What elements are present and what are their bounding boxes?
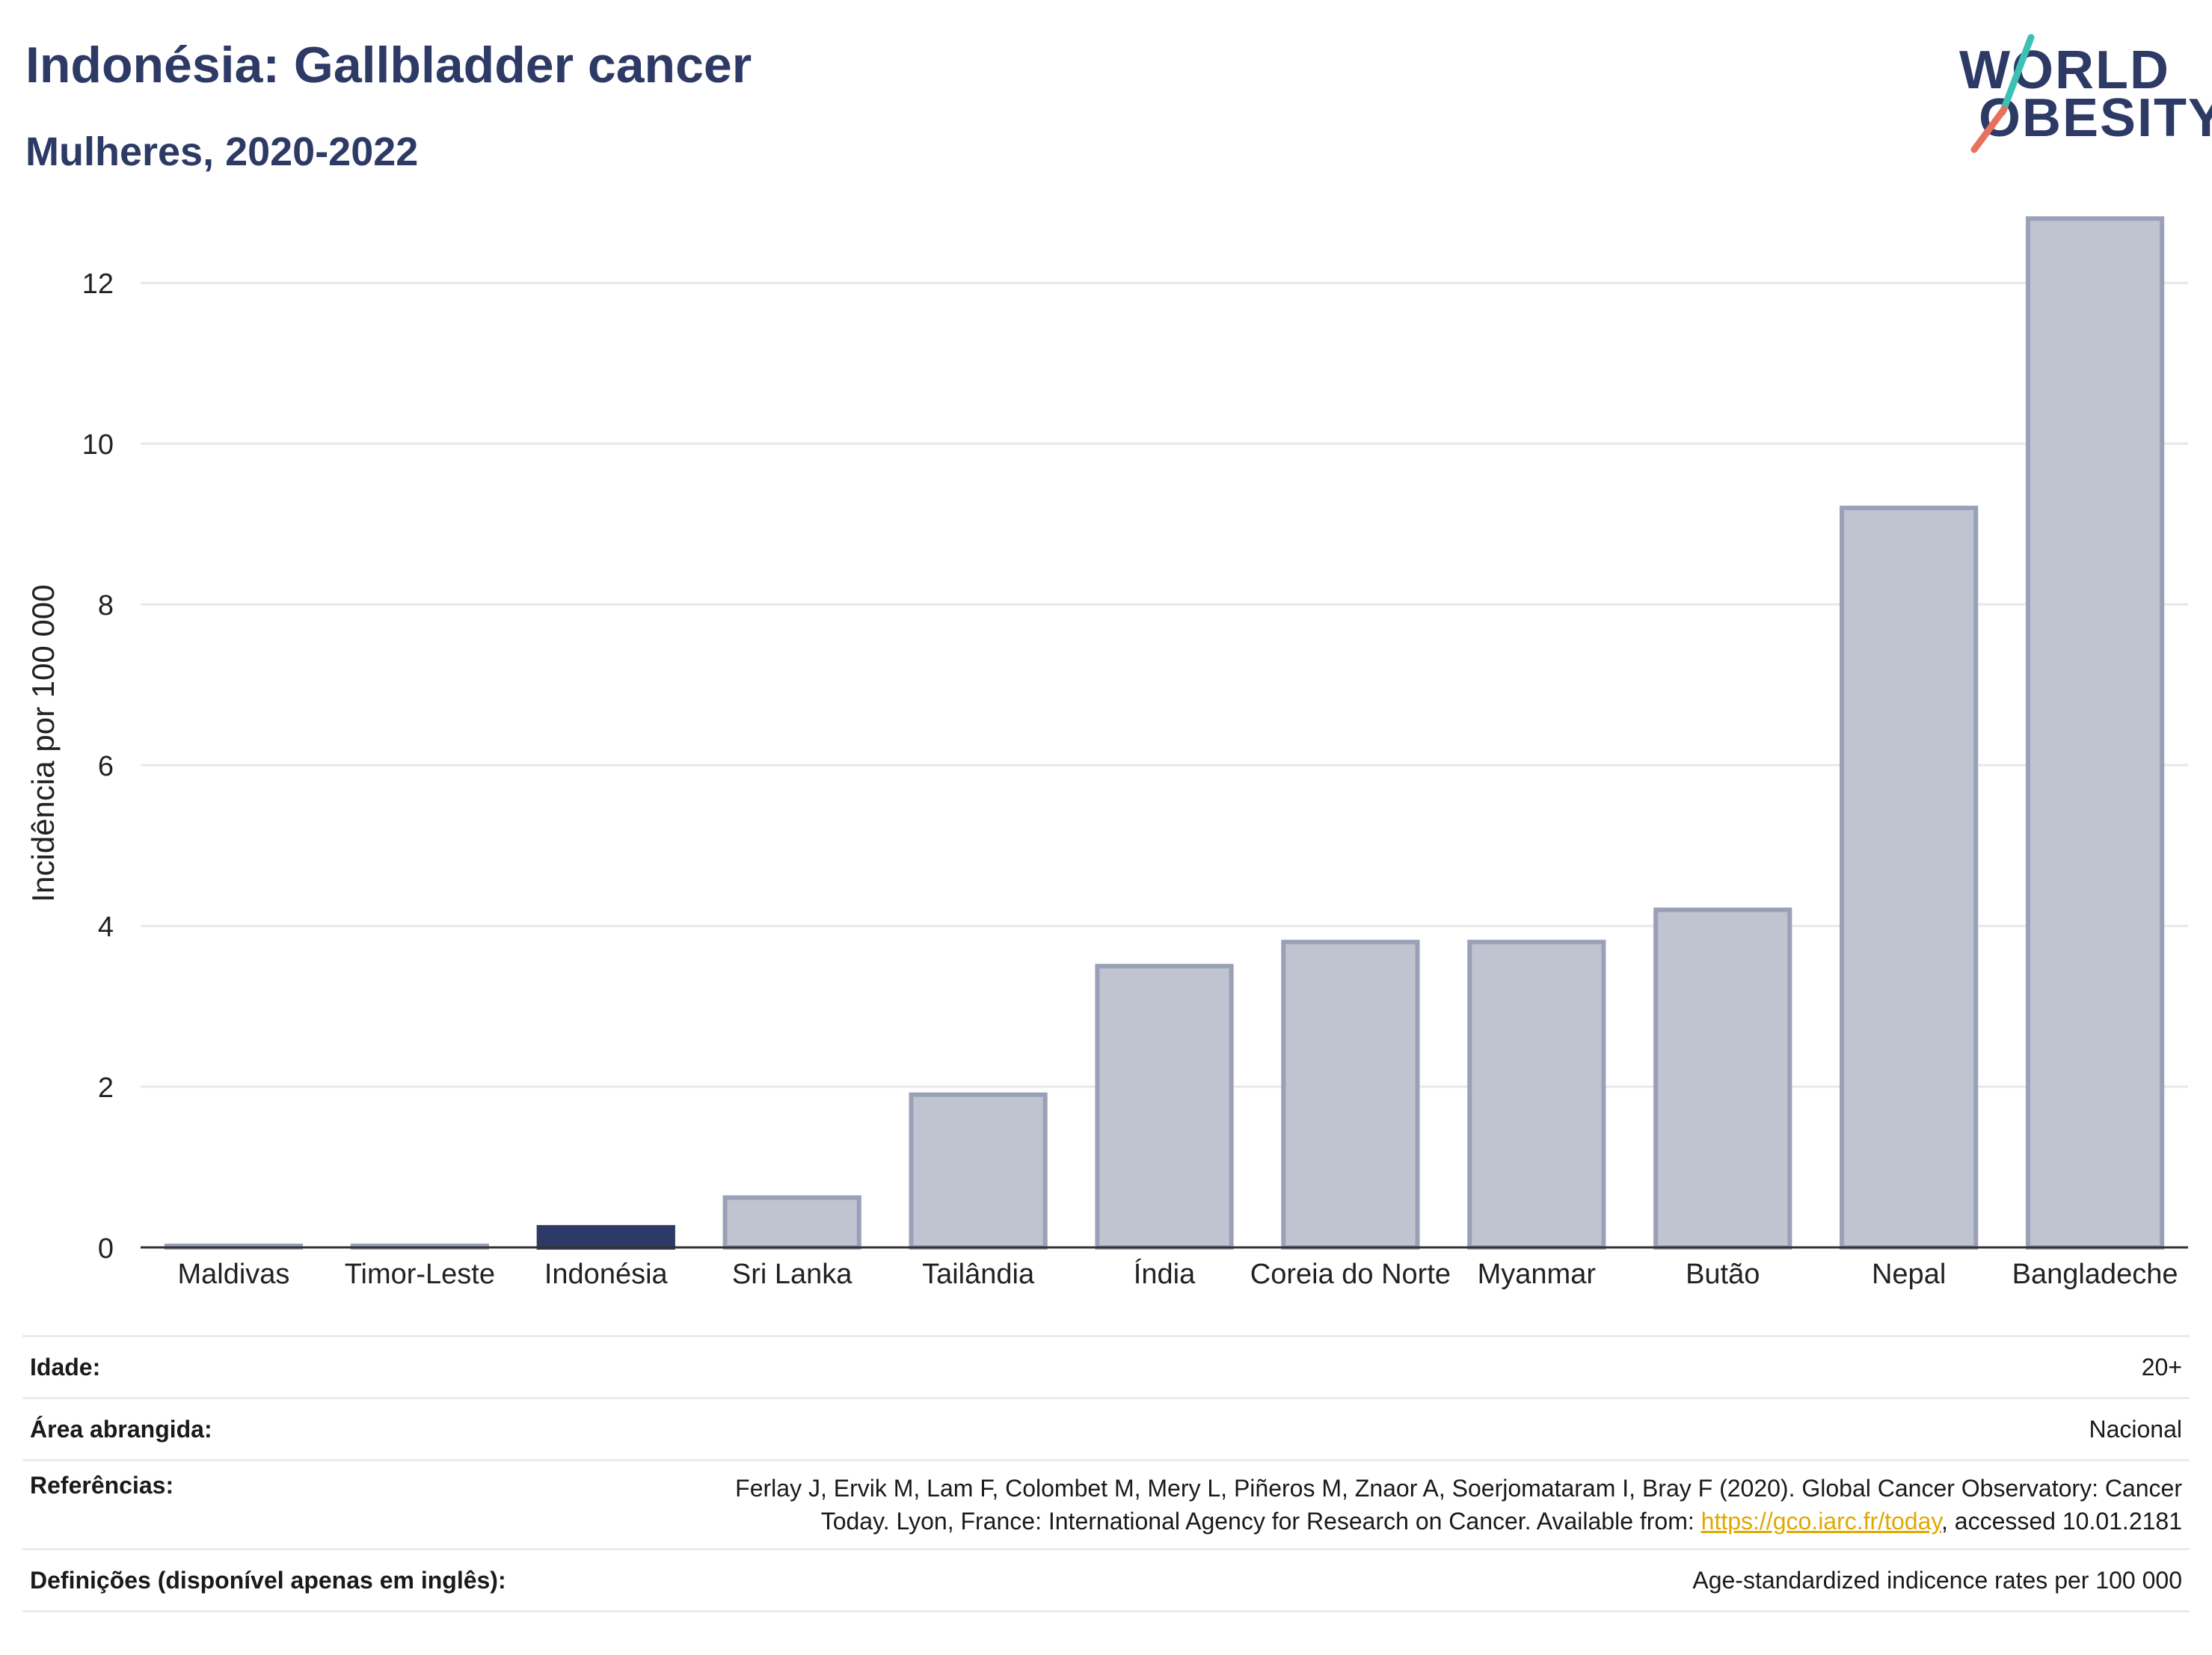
info-row-age: Idade: 20+ [22,1335,2190,1399]
x-tick-label: Sri Lanka [732,1259,852,1290]
chart-subtitle: Mulheres, 2020-2022 [25,129,419,174]
x-tick-label: Nepal [1872,1259,1946,1290]
logo-line-1: WORLD [1959,40,2170,100]
reference-line-2: Today. Lyon, France: International Agenc… [575,1505,2182,1538]
reference-link[interactable]: https://gco.iarc.fr/today [1701,1508,1941,1535]
y-axis-label: Incidência por 100 000 [25,585,61,903]
x-tick-label: Tailândia [922,1259,1035,1290]
y-tick-label: 12 [82,268,114,300]
bar-Índia [1095,963,1234,1250]
info-value-references: Ferlay J, Ervik M, Lam F, Colombet M, Me… [567,1459,2190,1550]
bar-chart: 0 2 4 6 8 10 12 Maldivas Timor-Leste Indonésia Sri… [25,216,2188,1290]
bar-Coreia do Norte [1281,939,1420,1250]
bar-Tailândia [909,1092,1048,1250]
bar-Myanmar [1467,939,1606,1250]
x-tick-label: Indonésia [544,1259,669,1290]
info-row-definitions: Definições (disponível apenas em inglês)… [22,1548,2190,1612]
reference-line-1: Ferlay J, Ervik M, Lam F, Colombet M, Me… [735,1475,2182,1502]
info-value-definitions: Age-standardized indicence rates per 100… [567,1548,2190,1612]
bars [164,216,2165,1250]
x-tick-label: Timor-Leste [345,1259,495,1290]
x-tick-label: Coreia do Norte [1250,1259,1451,1290]
labels: 0 2 4 6 8 10 12 Maldivas Timor-Leste Indonésia Sri… [25,268,2178,1290]
info-label-age: Idade: [22,1335,568,1399]
bar-Indonésia [536,1225,675,1250]
logo-line-2: OBESITY [1979,88,2212,148]
info-row-references: Referências: Ferlay J, Ervik M, Lam F, C… [22,1459,2190,1550]
info-value-area: Nacional [567,1397,2190,1461]
y-tick-label: 10 [82,429,114,461]
info-label-definitions: Definições (disponível apenas em inglês)… [22,1548,568,1612]
info-label-area: Área abrangida: [22,1397,568,1461]
bar-Butão [1653,907,1792,1250]
x-tick-label: Índia [1134,1258,1196,1290]
y-tick-label: 6 [98,751,114,782]
world-obesity-logo: WORLD OBESITY [1944,30,2212,161]
y-tick-label: 2 [98,1072,114,1104]
x-tick-label: Bangladeche [2012,1259,2178,1290]
info-row-area: Área abrangida: Nacional [22,1397,2190,1461]
info-value-age: 20+ [567,1335,2190,1399]
chart-title: Indonésia: Gallbladder cancer [25,37,752,93]
logo-slash-icon [1970,34,2035,153]
bar-Bangladeche [2025,216,2165,1250]
x-tick-label: Myanmar [1478,1259,1597,1290]
x-tick-label: Maldivas [177,1259,289,1290]
info-label-references: Referências: [22,1459,568,1550]
info-table: Idade: 20+ Área abrangida: Nacional Refe… [22,1335,2190,1612]
bar-Sri Lanka [722,1195,861,1250]
bar-Nepal [1840,506,1979,1250]
x-tick-label: Butão [1686,1259,1760,1290]
y-tick-label: 0 [98,1233,114,1265]
reference-accessed: , accessed 10.01.2181 [1941,1508,2182,1535]
reference-text: Today. Lyon, France: International Agenc… [820,1508,1701,1535]
y-tick-label: 8 [98,590,114,621]
y-tick-label: 4 [98,912,114,943]
